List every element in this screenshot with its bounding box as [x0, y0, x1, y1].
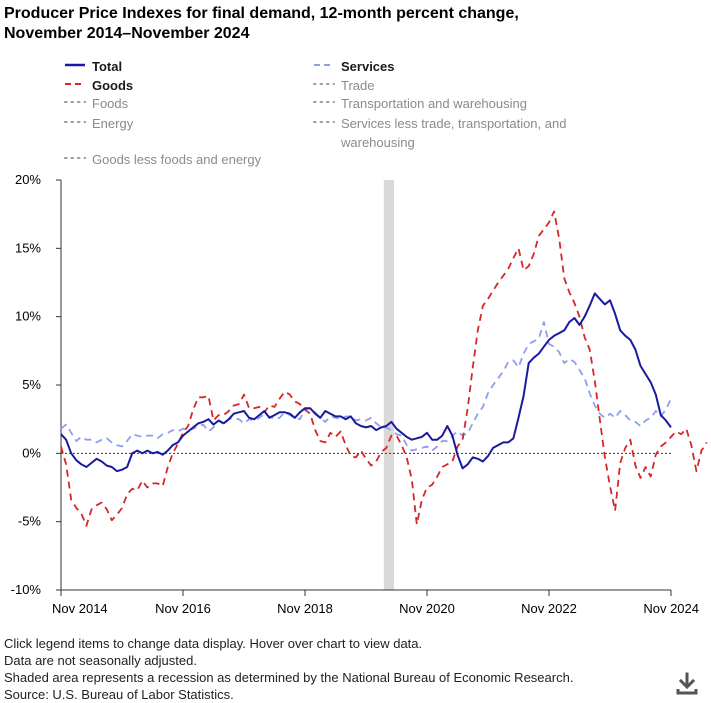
y-tick-label: -10% [11, 582, 42, 597]
legend-item-goods-less-foods-and-energy[interactable]: Goods less foods and energy [64, 150, 261, 169]
legend-swatch-icon [313, 97, 335, 107]
chart-title-line1: Producer Price Indexes for final demand,… [4, 5, 519, 22]
x-tick-label: Nov 2022 [521, 601, 577, 616]
x-tick-label: Nov 2024 [643, 601, 699, 616]
legend-item-foods[interactable]: Foods [64, 94, 128, 113]
legend-swatch-icon [64, 97, 86, 107]
legend-label: Foods [92, 96, 129, 111]
chart-title: Producer Price Indexes for final demand,… [4, 4, 704, 44]
recession-shade [383, 180, 394, 590]
legend-label: Services less trade, transportation, and… [341, 116, 567, 150]
note-interaction: Click legend items to change data displa… [4, 636, 423, 651]
y-tick-label: 10% [15, 309, 41, 324]
x-tick-label: Nov 2018 [277, 601, 333, 616]
legend-label: Total [92, 59, 123, 74]
y-tick-label: 0% [22, 445, 41, 460]
legend-swatch-icon [313, 117, 335, 127]
legend-label: Services [341, 59, 395, 74]
legend-item-total[interactable]: Total [64, 57, 122, 76]
y-tick-label: -5% [18, 514, 42, 529]
legend-label: Goods less foods and energy [92, 152, 262, 167]
legend-swatch-icon [64, 60, 86, 70]
chart-notes: Click legend items to change data displa… [4, 635, 573, 703]
chart-title-line2: November 2014–November 2024 [4, 25, 250, 42]
legend-swatch-icon [64, 117, 86, 127]
legend-swatch-icon [64, 153, 86, 163]
legend-item-goods[interactable]: Goods [64, 76, 133, 95]
series-line-goods [60, 210, 708, 527]
legend-item-trade[interactable]: Trade [313, 76, 374, 95]
legend-label: Transportation and warehousing [341, 96, 527, 111]
legend: Total Goods Foods Energy Goods less foods an… [0, 0, 711, 170]
x-tick-label: Nov 2020 [399, 601, 455, 616]
note-seasonal: Data are not seasonally adjusted. [4, 653, 197, 668]
legend-item-transportation-and-warehousing[interactable]: Transportation and warehousing [313, 94, 527, 113]
note-recession: Shaded area represents a recession as de… [4, 670, 574, 685]
x-tick-label: Nov 2014 [52, 601, 108, 616]
series-line-services [60, 321, 672, 452]
download-icon[interactable] [676, 672, 698, 696]
series-line-total [60, 292, 672, 473]
y-tick-label: 5% [22, 377, 41, 392]
legend-item-services[interactable]: Services [313, 57, 395, 76]
legend-swatch-icon [64, 79, 86, 89]
legend-label: Trade [341, 78, 375, 93]
chart-area[interactable]: -10% -5% 0% 5% 10% 15% 20% Nov 2014 Nov 2016 Nov … [0, 168, 711, 638]
legend-swatch-icon [313, 79, 335, 89]
y-tick-label: 15% [15, 240, 41, 255]
legend-swatch-icon [313, 60, 335, 70]
y-tick-label: 20% [15, 172, 41, 187]
legend-label: Goods [92, 78, 134, 93]
legend-item-energy[interactable]: Energy [64, 114, 133, 133]
legend-label: Energy [92, 116, 134, 131]
x-tick-label: Nov 2016 [155, 601, 211, 616]
legend-item-services-less-trade-transportation-and-warehousing[interactable]: Services less trade, transportation, and… [313, 114, 583, 152]
note-source: Source: U.S. Bureau of Labor Statistics. [4, 687, 234, 702]
